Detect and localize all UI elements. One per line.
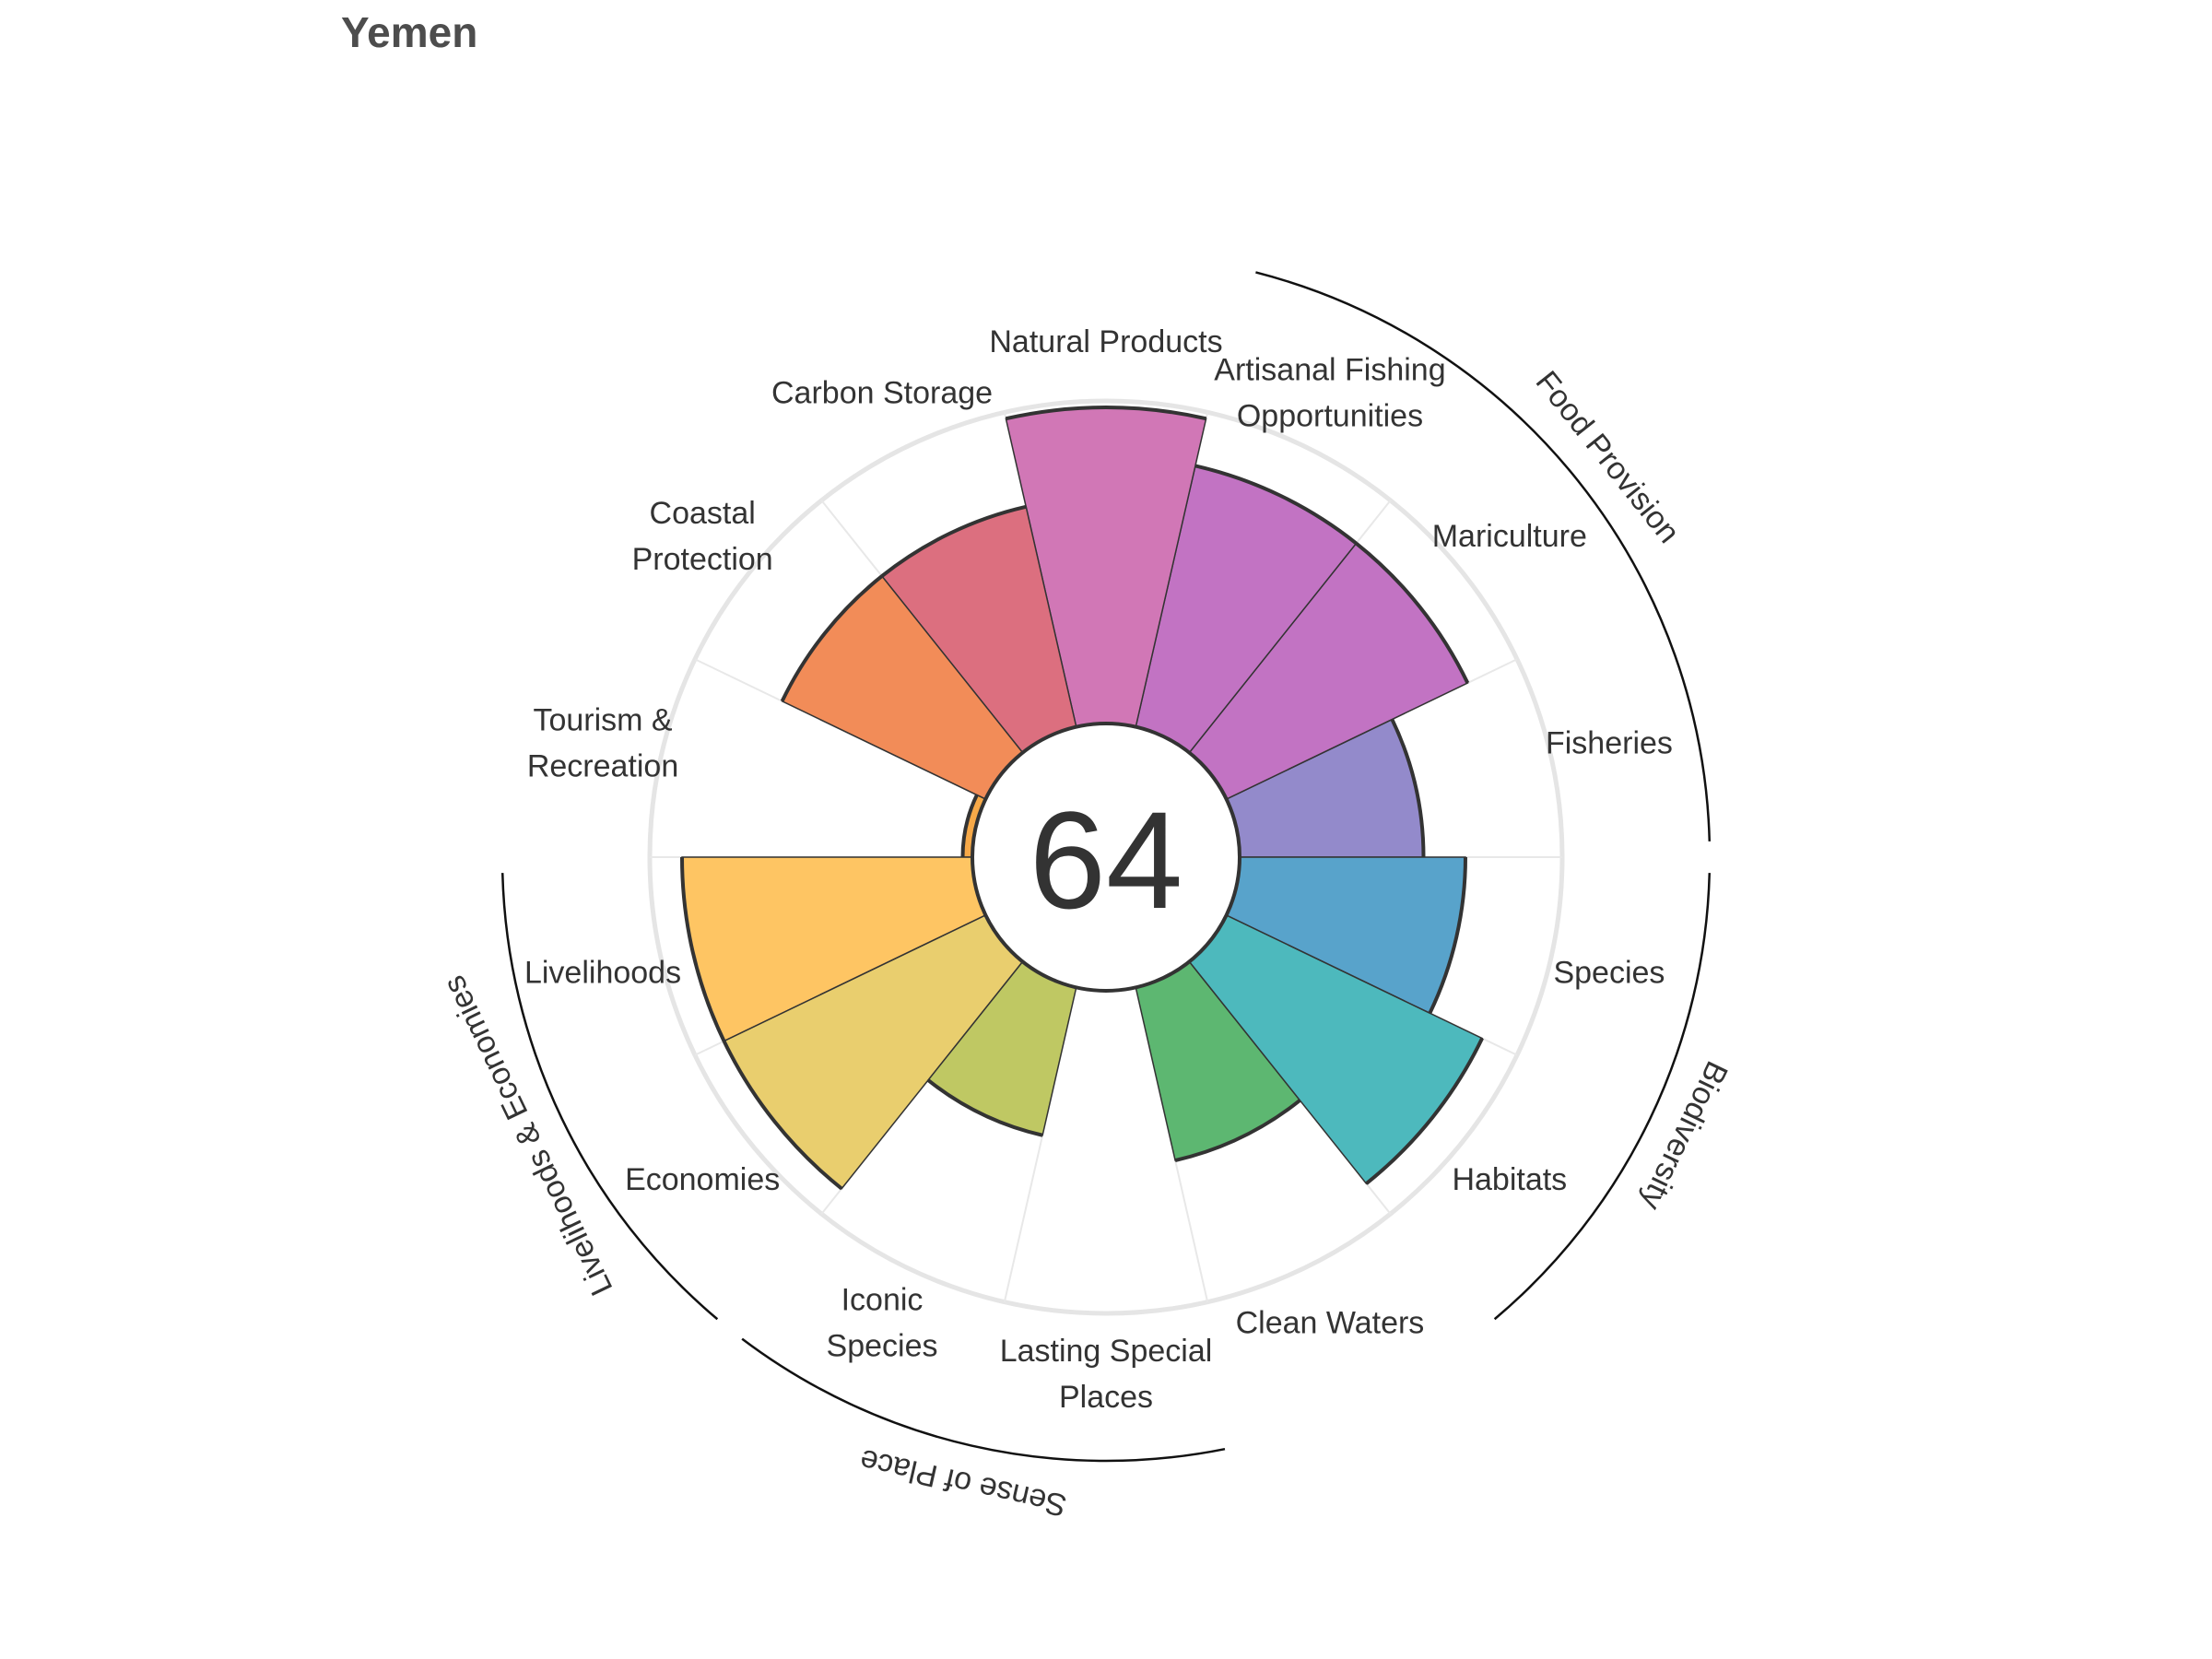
group-label-biodiversity: Biodiversity xyxy=(1633,1055,1735,1215)
petal-label-iconic-species: Iconic xyxy=(841,1283,924,1318)
petal-label-tourism-and-recreation: Recreation xyxy=(527,748,678,783)
petal-edge-mariculture xyxy=(1355,541,1470,684)
petal-edge-coastal-protection xyxy=(780,574,884,702)
petal-layer xyxy=(680,406,1484,1191)
group-arc-biodiversity xyxy=(1493,873,1712,1321)
overall-score: 64 xyxy=(1030,782,1183,937)
petal-label-artisanal-fishing-opportunities: Opportunities xyxy=(1237,398,1423,433)
petal-edge-tourism-and-recreation xyxy=(960,794,979,858)
group-label-sense-of-place: Sense of Place xyxy=(856,1442,1069,1524)
chart-title: Yemen xyxy=(341,8,478,56)
petal-label-species: Species xyxy=(1553,956,1665,991)
petal-edge-carbon-storage xyxy=(880,504,1027,578)
petal-label-fisheries: Fisheries xyxy=(1546,725,1673,760)
petal-edge-natural-products xyxy=(1005,406,1207,421)
petal-label-iconic-species: Species xyxy=(827,1329,938,1364)
petal-label-lasting-special-places: Lasting Special xyxy=(1000,1334,1213,1369)
group-label-livelihoods-and-economies: Livelihoods & Economies xyxy=(436,971,619,1301)
petal-label-mariculture: Mariculture xyxy=(1432,519,1587,554)
label-layer: Fisheries Mariculture Artisanal Fishing Opp… xyxy=(524,324,1673,1415)
petal-edge-habitats xyxy=(1365,1037,1484,1185)
center-layer: 64 xyxy=(971,722,1241,993)
petal-label-habitats: Habitats xyxy=(1452,1162,1567,1197)
petal-label-artisanal-fishing-opportunities: Artisanal Fishing xyxy=(1214,352,1445,387)
petal-edge-livelihoods xyxy=(680,856,726,1042)
petal-edge-iconic-species xyxy=(926,1078,1043,1137)
group-arc-sense-of-place xyxy=(741,1337,1226,1463)
petal-label-economies: Economies xyxy=(625,1162,780,1197)
group-arc-livelihoods-and-economies xyxy=(500,873,719,1321)
petal-label-coastal-protection: Coastal xyxy=(650,496,756,531)
group-arc-food-provision xyxy=(1255,271,1712,841)
center-circle xyxy=(971,722,1241,993)
petal-edge-economies xyxy=(722,1040,843,1191)
petal-label-livelihoods: Livelihoods xyxy=(524,956,681,991)
petal-edge-fisheries xyxy=(1390,718,1426,858)
petal-edge-species xyxy=(1428,856,1467,1015)
petal-edge-artisanal-fishing-opportunities xyxy=(1194,464,1358,546)
petal-label-clean-waters: Clean Waters xyxy=(1236,1306,1425,1341)
petal-label-natural-products: Natural Products xyxy=(989,324,1222,359)
petal-label-carbon-storage: Carbon Storage xyxy=(771,375,993,410)
petal-label-coastal-protection: Protection xyxy=(632,542,773,577)
petal-edge-clean-waters xyxy=(1174,1099,1301,1162)
petal-label-tourism-and-recreation: Tourism & xyxy=(533,702,672,737)
petal-label-lasting-special-places: Places xyxy=(1059,1380,1153,1415)
